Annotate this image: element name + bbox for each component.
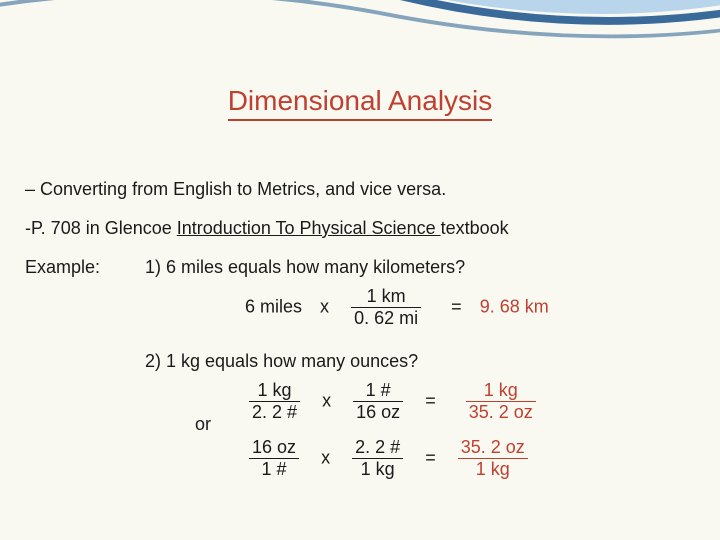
eq2b-equals: =	[425, 447, 436, 467]
eq1-equals: =	[451, 296, 462, 316]
eq2a-f2-den: 16 oz	[353, 402, 403, 423]
slide-title: Dimensional Analysis	[228, 85, 493, 121]
example-1-row: Example: 1) 6 miles equals how many kilo…	[25, 257, 695, 278]
ref-post: textbook	[441, 218, 509, 238]
equation-2-math: 1 kg 2. 2 # x 1 # 16 oz = 1 kg 35. 2 oz	[245, 380, 540, 494]
ref-book-title: Introduction To Physical Science	[177, 218, 441, 238]
subtitle-line-1: – Converting from English to Metrics, an…	[25, 179, 695, 200]
eq1-frac-num: 1 km	[351, 286, 421, 308]
eq1-times: x	[320, 296, 329, 316]
subtitle-text: Converting from English to Metrics, and …	[40, 179, 446, 199]
dash: –	[25, 179, 35, 199]
eq2a-f1-den: 2. 2 #	[249, 402, 300, 423]
equation-2a: 1 kg 2. 2 # x 1 # 16 oz = 1 kg 35. 2 oz	[245, 380, 540, 423]
equation-2b: 16 oz 1 # x 2. 2 # 1 kg = 35. 2 oz 1 kg	[245, 437, 540, 480]
ref-pre: -P. 708 in Glencoe	[25, 218, 177, 238]
eq2a-ans-den: 35. 2 oz	[466, 402, 536, 423]
eq2a-answer: 1 kg 35. 2 oz	[466, 380, 536, 423]
slide-content: Dimensional Analysis – Converting from E…	[0, 0, 720, 514]
eq2b-f1-num: 16 oz	[249, 437, 299, 459]
equation-2-block: or 1 kg 2. 2 # x 1 # 16 oz = 1 kg	[195, 380, 695, 494]
question-1: 1) 6 miles equals how many kilometers?	[145, 257, 465, 278]
eq2b-f1-den: 1 #	[249, 459, 299, 480]
eq1-frac-den: 0. 62 mi	[351, 308, 421, 329]
eq2a-f2-num: 1 #	[353, 380, 403, 402]
eq2b-f2-num: 2. 2 #	[352, 437, 403, 459]
eq1-fraction: 1 km 0. 62 mi	[351, 286, 421, 329]
eq2b-frac2: 2. 2 # 1 kg	[352, 437, 403, 480]
eq2a-ans-num: 1 kg	[466, 380, 536, 402]
eq2b-times: x	[321, 447, 330, 467]
example-label: Example:	[25, 257, 145, 278]
eq2a-times: x	[322, 390, 331, 410]
eq2b-ans-num: 35. 2 oz	[458, 437, 528, 459]
reference-line: -P. 708 in Glencoe Introduction To Physi…	[25, 218, 695, 239]
eq2b-f2-den: 1 kg	[352, 459, 403, 480]
eq2b-frac1: 16 oz 1 #	[249, 437, 299, 480]
eq2b-ans-den: 1 kg	[458, 459, 528, 480]
eq2a-f1-num: 1 kg	[249, 380, 300, 402]
eq2b-answer: 35. 2 oz 1 kg	[458, 437, 528, 480]
eq2a-frac1: 1 kg 2. 2 #	[249, 380, 300, 423]
eq1-answer: 9. 68 km	[480, 296, 549, 316]
or-label: or	[195, 380, 245, 435]
eq1-lhs: 6 miles	[245, 296, 302, 316]
question-2: 2) 1 kg equals how many ounces?	[145, 351, 695, 372]
equation-1: 6 miles x 1 km 0. 62 mi = 9. 68 km	[245, 286, 695, 329]
eq2a-frac2: 1 # 16 oz	[353, 380, 403, 423]
eq2a-equals: =	[425, 390, 436, 410]
title-wrap: Dimensional Analysis	[25, 85, 695, 151]
